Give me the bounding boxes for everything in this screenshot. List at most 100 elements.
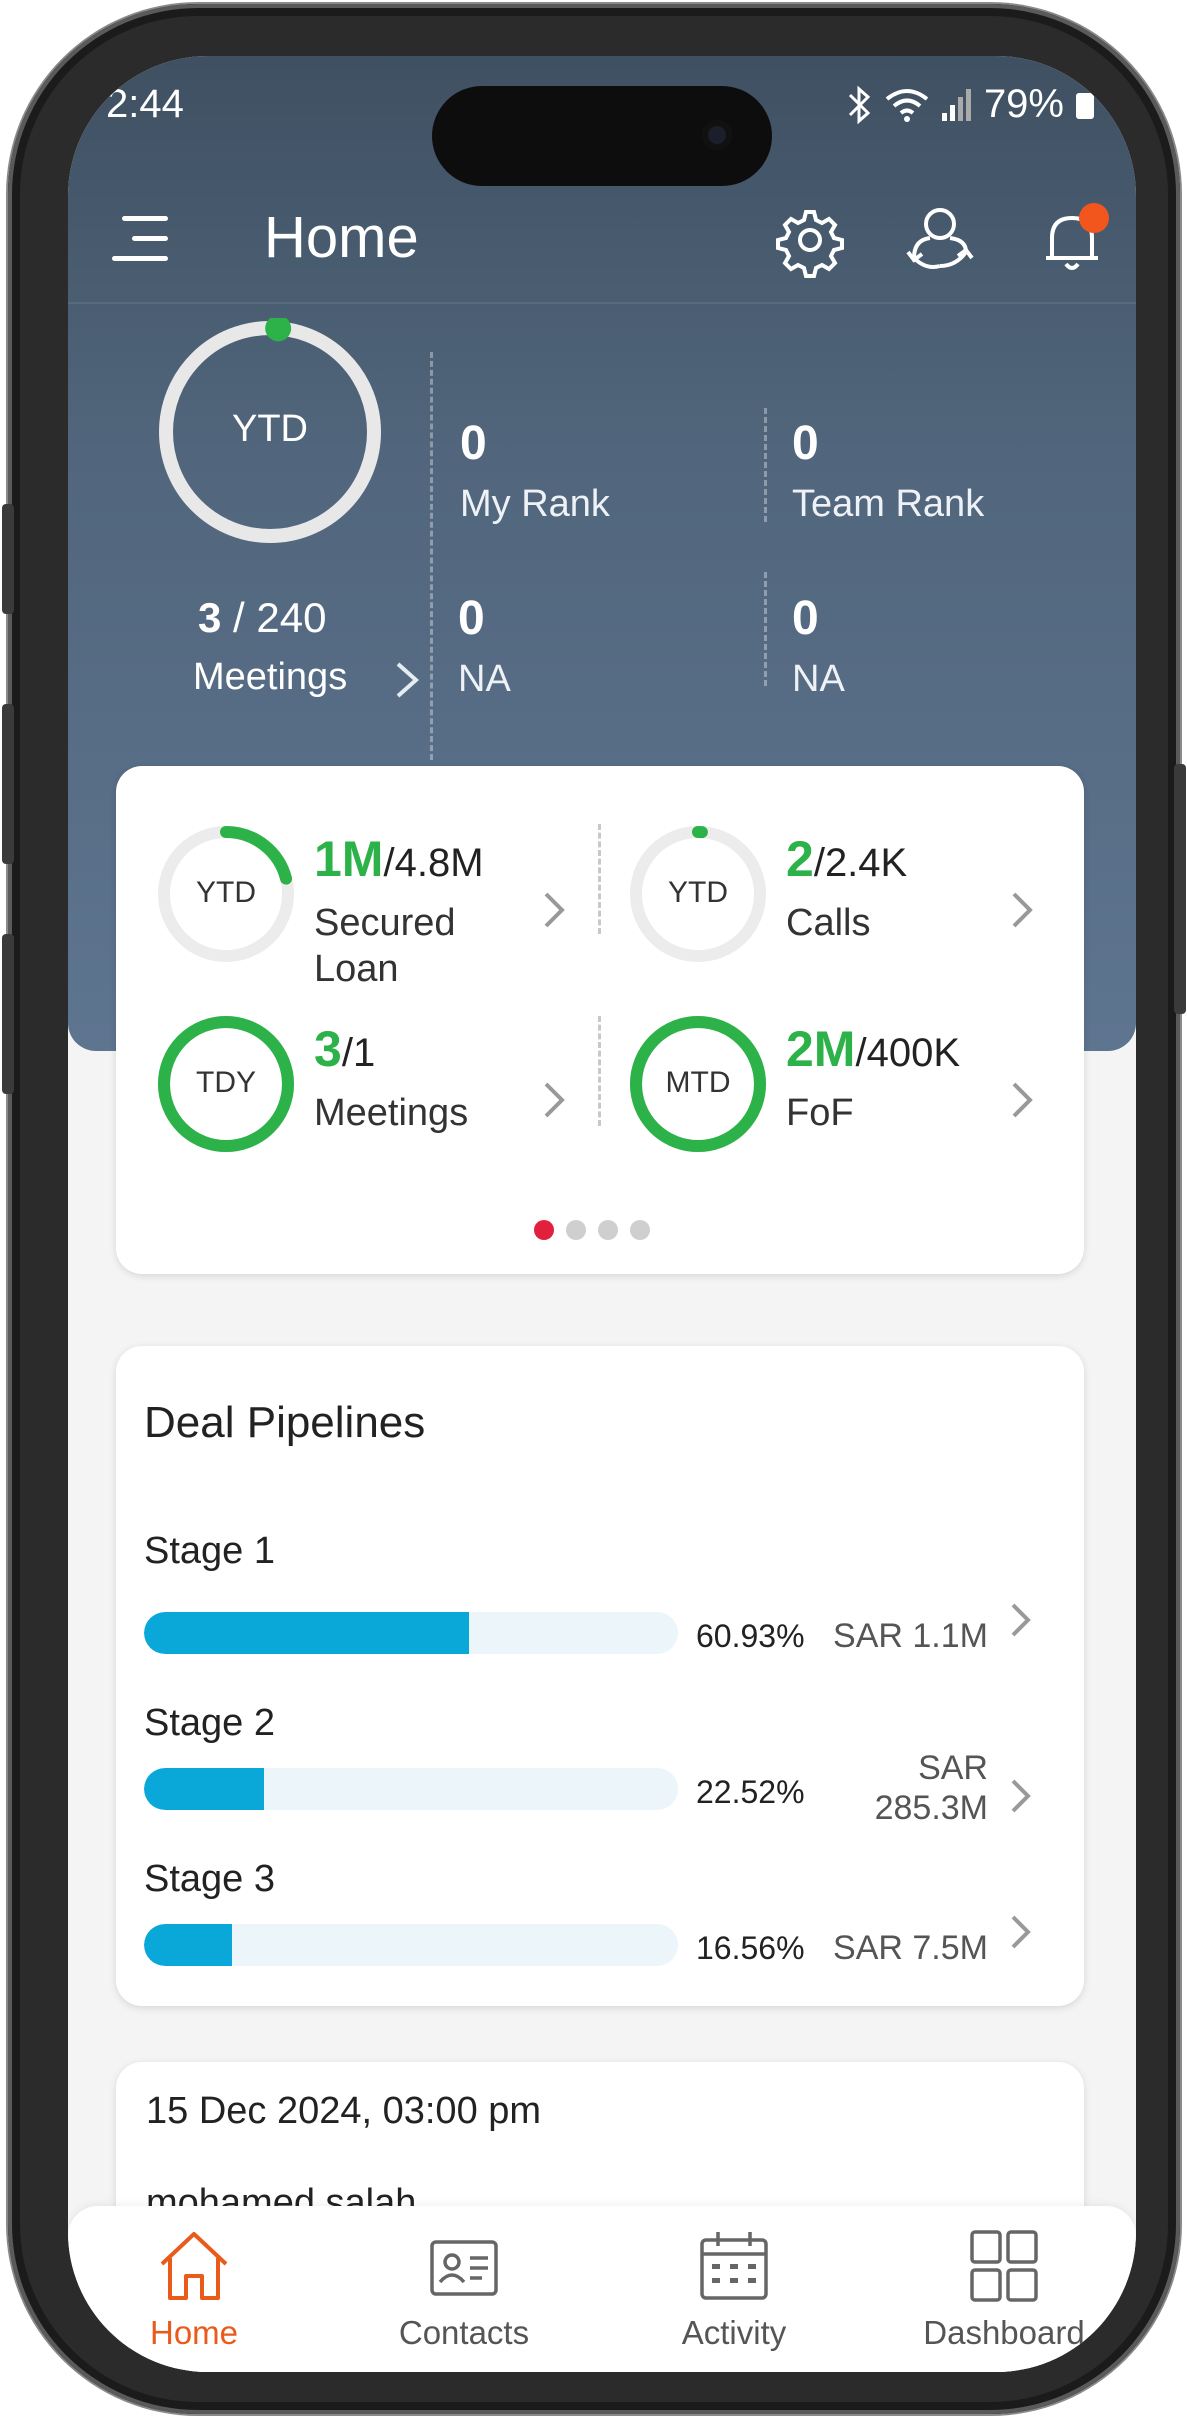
activity-datetime: 15 Dec 2024, 03:00 pm — [146, 2090, 542, 2132]
carousel-page-indicator[interactable] — [534, 1220, 650, 1240]
kpi-period: TDY — [196, 1066, 256, 1099]
deal-pipelines-title: Deal Pipelines — [144, 1398, 426, 1447]
kpi-period: YTD — [196, 876, 256, 909]
kpi-name-line: Loan — [314, 948, 399, 990]
stage-progress-track — [144, 1612, 678, 1654]
menu-icon[interactable] — [112, 212, 168, 266]
kpi-value: 2/2.4K — [786, 830, 907, 888]
ytd-progress-ring — [159, 318, 381, 543]
meetings-count: 3 / 240 — [198, 594, 326, 642]
notification-bell-icon[interactable] — [1032, 200, 1112, 280]
my-rank-value: 0 — [460, 417, 487, 470]
kpi-target: 1 — [352, 1031, 376, 1075]
na-right-value: 0 — [792, 592, 819, 645]
chevron-right-icon[interactable] — [1008, 1912, 1034, 1952]
meetings-label[interactable]: Meetings — [193, 656, 348, 698]
front-camera — [702, 120, 732, 150]
chevron-right-icon[interactable] — [390, 658, 424, 702]
meetings-done: 3 — [198, 594, 222, 641]
chevron-right-icon[interactable] — [1008, 1600, 1034, 1640]
na-right-label: NA — [792, 658, 845, 700]
kpi-name: Secured Loan — [314, 900, 456, 992]
kpi-name: Meetings — [314, 1090, 468, 1136]
kpi-slash: / — [855, 1031, 867, 1075]
wifi-icon — [885, 88, 929, 122]
stage-progress-track — [144, 1924, 678, 1966]
user-switch-icon[interactable] — [900, 200, 980, 280]
meetings-target: 240 — [256, 594, 327, 641]
carousel-dot[interactable] — [598, 1220, 618, 1240]
home-icon — [160, 2232, 228, 2300]
settings-gear-icon[interactable] — [770, 200, 850, 280]
kpi-achieved: 2 — [786, 831, 814, 887]
screen: 2:44 79% Home — [68, 56, 1136, 2372]
nav-label: Home — [149, 2314, 239, 2351]
kpi-target: 4.8M — [394, 841, 484, 885]
stage-progress-fill — [144, 1768, 265, 1810]
nav-label: Activity — [681, 2314, 787, 2351]
header-divider — [68, 302, 1136, 304]
kpi-name-line: FoF — [786, 1092, 854, 1134]
stat-team-rank: 0 Team Rank — [792, 416, 984, 526]
kpi-value: 3/1 — [314, 1020, 375, 1078]
team-rank-value: 0 — [792, 417, 819, 470]
kpi-name-line: Calls — [786, 902, 871, 944]
nav-home[interactable]: Home — [94, 2226, 294, 2352]
carousel-dot[interactable] — [534, 1220, 554, 1240]
kpi-target: 400K — [866, 1031, 961, 1075]
calendar-icon — [700, 2232, 768, 2300]
nav-contacts[interactable]: Contacts — [364, 2226, 564, 2352]
status-bar: 2:44 79% — [68, 82, 1136, 132]
kpi-value: 1M/4.8M — [314, 830, 484, 888]
phone-frame: 2:44 79% Home — [2, 4, 1186, 2414]
stage-amount-line: SAR — [918, 1749, 988, 1787]
status-icons: 79% — [846, 82, 1096, 127]
stat-na-right: 0 NA — [792, 591, 845, 701]
chevron-right-icon[interactable] — [540, 888, 568, 932]
kpi-name: FoF — [786, 1090, 854, 1136]
carousel-dot[interactable] — [566, 1220, 586, 1240]
nav-label: Dashboard — [923, 2314, 1085, 2351]
stat-na-left: 0 NA — [458, 591, 511, 701]
stage-progress-track — [144, 1768, 678, 1810]
kpi-divider — [598, 824, 601, 934]
kpi-achieved: 3 — [314, 1021, 342, 1077]
kpi-period: YTD — [668, 876, 728, 909]
kpi-achieved: 1M — [314, 831, 384, 887]
stage-amount-line: 285.3M — [874, 1789, 988, 1827]
nav-label: Contacts — [398, 2314, 530, 2351]
volume-up-button — [2, 704, 14, 864]
stage-amount-line: SAR 1.1M — [833, 1617, 988, 1655]
na-left-label: NA — [458, 658, 511, 700]
kpi-fof[interactable]: MTD 2M/400K FoF — [628, 1014, 1048, 1164]
kpi-slash: / — [813, 841, 825, 885]
app-bar: Home — [68, 176, 1136, 306]
carousel-dot[interactable] — [630, 1220, 650, 1240]
fof-ring — [630, 1016, 766, 1152]
stage-percent: 22.52% — [696, 1774, 805, 1810]
power-button — [1174, 764, 1186, 1014]
kpi-secured-loan[interactable]: YTD 1M/4.8M Secured Loan — [156, 824, 576, 994]
nav-activity[interactable]: Activity — [634, 2226, 834, 2352]
meetings-separator: / — [221, 594, 257, 641]
status-time: 2:44 — [106, 82, 184, 126]
chevron-right-icon[interactable] — [1008, 1776, 1034, 1816]
meetings-ring — [158, 1016, 294, 1152]
kpi-period: MTD — [665, 1066, 731, 1099]
stage-amount: SAR 285.3M — [875, 1748, 988, 1828]
kpi-calls[interactable]: YTD 2/2.4K Calls — [628, 824, 1048, 994]
stat-my-rank: 0 My Rank — [460, 416, 610, 526]
volume-down-button — [2, 934, 14, 1094]
grid-icon — [970, 2230, 1038, 2302]
chevron-right-icon[interactable] — [1008, 888, 1036, 932]
stage-percent: 16.56% — [696, 1930, 805, 1966]
chevron-right-icon[interactable] — [1008, 1078, 1036, 1122]
chevron-right-icon[interactable] — [540, 1078, 568, 1122]
stage-name: Stage 2 — [144, 1702, 275, 1744]
kpi-name: Calls — [786, 900, 870, 946]
page-title: Home — [264, 205, 419, 270]
stage-amount-line: SAR 7.5M — [833, 1929, 988, 1967]
kpi-meetings[interactable]: TDY 3/1 Meetings — [156, 1014, 576, 1164]
nav-dashboard[interactable]: Dashboard — [904, 2226, 1104, 2352]
stat-divider — [764, 572, 767, 686]
